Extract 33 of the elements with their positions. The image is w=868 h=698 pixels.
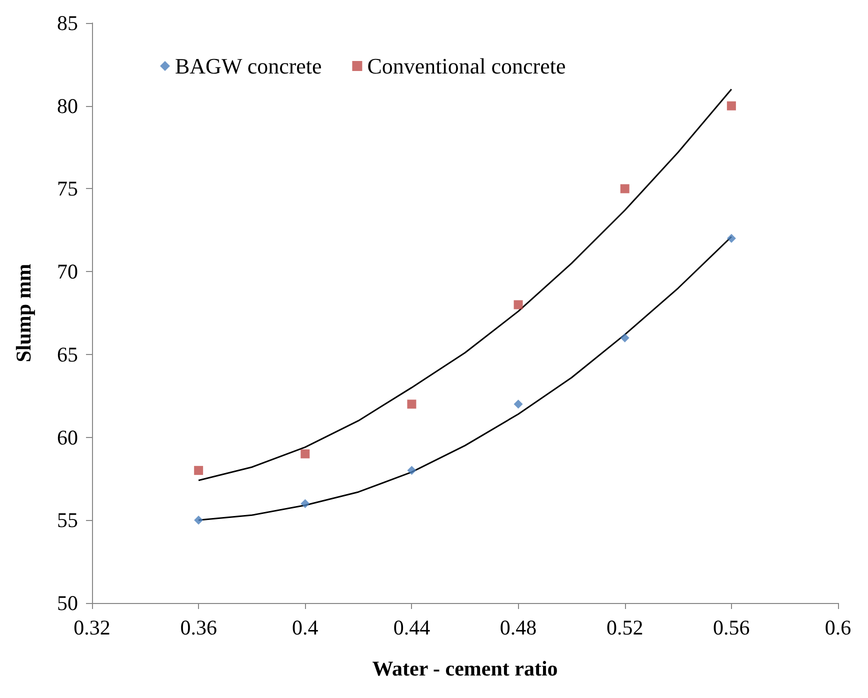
- y-tick-label: 85: [57, 11, 78, 35]
- point: [514, 300, 523, 310]
- y-tick-label: 55: [57, 508, 78, 532]
- legend-label: Conventional concrete: [367, 54, 566, 78]
- y-tick-label: 60: [57, 425, 78, 450]
- x-axis-title: Water - cement ratio: [372, 656, 558, 680]
- point: [407, 400, 416, 409]
- point: [194, 516, 204, 525]
- y-axis-title: Slump mm: [12, 263, 36, 362]
- x-tick-label: 0.6: [824, 616, 852, 640]
- point: [300, 499, 310, 508]
- point: [726, 234, 736, 243]
- x-tick-label: 0.36: [180, 616, 217, 640]
- y-tick-label: 50: [57, 591, 78, 615]
- x-tick-label: 0.48: [500, 616, 537, 640]
- x-tick-label: 0.56: [713, 616, 750, 640]
- point: [514, 400, 523, 409]
- point: [620, 333, 630, 342]
- y-tick-label: 80: [57, 94, 78, 118]
- x-tick-label: 0.44: [393, 616, 431, 640]
- point: [194, 466, 204, 475]
- y-tick-label: 70: [57, 260, 78, 284]
- legend-label: BAGW concrete: [175, 54, 322, 78]
- y-tick-label: 65: [57, 342, 78, 366]
- x-tick-label: 0.4: [292, 616, 319, 640]
- point: [726, 101, 736, 110]
- point: [620, 184, 630, 194]
- point: [407, 466, 416, 475]
- point: [300, 449, 310, 458]
- x-tick-label: 0.32: [74, 616, 110, 640]
- y-tick-label: 75: [57, 176, 78, 201]
- x-tick-label: 0.52: [606, 616, 644, 640]
- line-series: [198, 88, 732, 482]
